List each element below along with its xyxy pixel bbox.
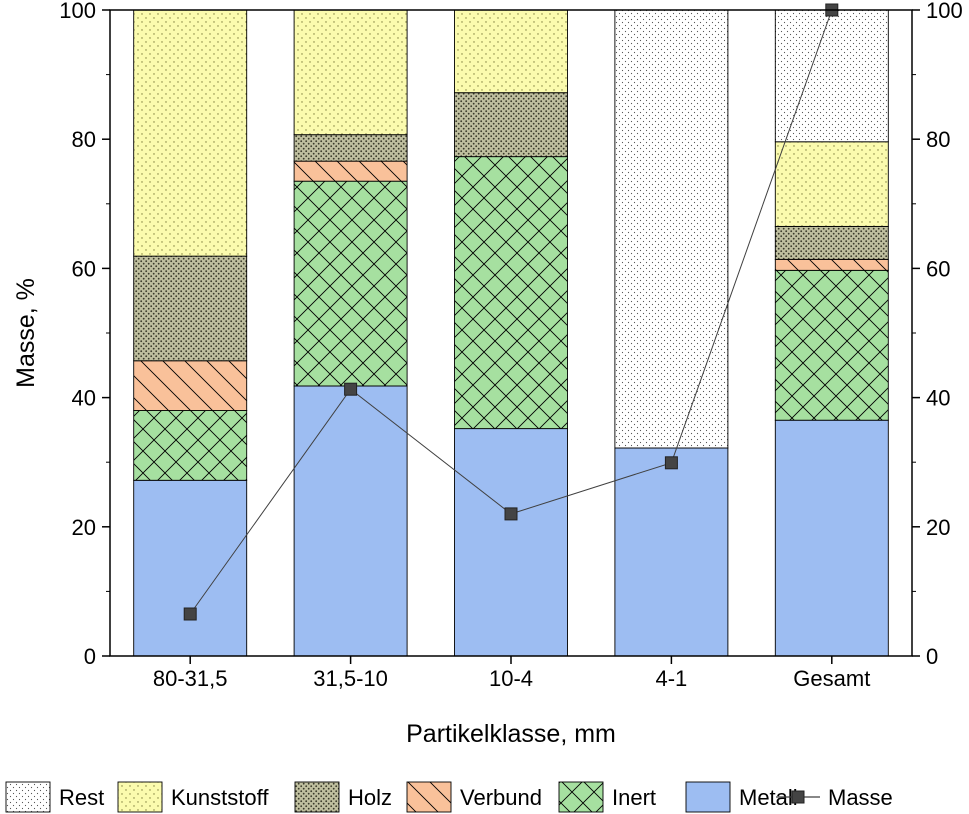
bar-segment-rest-5: [774, 9, 889, 143]
bar-segment-verbund-5: [774, 258, 889, 271]
x-tick-label-5: Gesamt: [793, 666, 870, 691]
bars-layer: [133, 9, 889, 657]
legend: Rest Kunststoff Holz Verbund Inert Metall Mass…: [5, 781, 893, 813]
bar-segment-inert-1: [133, 410, 248, 481]
legend-swatch-kunststoff: [117, 781, 163, 813]
bar-segment-kunststoff-2: [293, 9, 408, 136]
y-tick-label-left-20: 20: [72, 515, 96, 540]
legend-label-verbund: Verbund: [460, 785, 542, 810]
bar-segment-inert-2: [293, 180, 408, 387]
legend-label-kunststoff: Kunststoff: [171, 785, 269, 810]
y-tick-label-right-80: 80: [926, 127, 950, 152]
y-tick-label-left-40: 40: [72, 386, 96, 411]
legend-swatch-holz: [294, 781, 340, 813]
masse-point-1: [183, 607, 197, 621]
bar-segment-holz-1: [133, 255, 248, 362]
legend-label-rest: Rest: [59, 785, 104, 810]
y-tick-label-right-20: 20: [926, 515, 950, 540]
y-tick-label-left-60: 60: [72, 256, 96, 281]
bar-segment-metall-4: [614, 447, 729, 657]
bar-segment-kunststoff-5: [774, 141, 889, 227]
x-axis-title: Partikelklasse, mm: [406, 720, 616, 748]
bar-segment-inert-3: [454, 156, 568, 430]
masse-point-3: [504, 507, 518, 521]
bar-segment-inert-5: [774, 269, 889, 421]
bar-segment-rest-4: [614, 9, 729, 449]
y-tick-label-left-80: 80: [72, 127, 96, 152]
bar-segment-verbund-1: [133, 360, 248, 411]
x-tick-label-3: 10-4: [489, 666, 533, 691]
y-tick-label-right-60: 60: [926, 256, 950, 281]
legend-label-masse: Masse: [828, 785, 893, 810]
legend-label-inert: Inert: [612, 785, 656, 810]
masse-point-4: [664, 456, 678, 470]
bar-segment-kunststoff-1: [133, 9, 248, 257]
bar-segment-verbund-2: [293, 160, 408, 182]
masse-point-2: [344, 382, 358, 396]
x-tick-label-4: 4-1: [656, 666, 688, 691]
legend-swatch-masse-marker: [791, 790, 805, 804]
y-axis-title: Masse, %: [12, 278, 40, 388]
bar-segment-holz-5: [774, 225, 889, 260]
legend-swatch-inert: [558, 781, 604, 813]
bar-segment-kunststoff-3: [454, 9, 568, 94]
bar-segment-metall-1: [133, 479, 248, 657]
legend-swatch-rest: [5, 781, 51, 813]
bar-segment-metall-3: [454, 428, 568, 657]
x-tick-label-1: 80-31,5: [153, 666, 228, 691]
y-tick-label-right-100: 100: [926, 0, 963, 23]
y-tick-label-right-0: 0: [926, 644, 938, 669]
legend-label-holz: Holz: [348, 785, 392, 810]
y-tick-label-right-40: 40: [926, 386, 950, 411]
bar-segment-holz-3: [454, 92, 568, 158]
bar-segment-metall-2: [293, 385, 408, 657]
bar-segment-holz-2: [293, 134, 408, 162]
y-tick-label-left-100: 100: [59, 0, 96, 23]
axes-layer: 0 0 20 20 40 40 60 60 80 80 100 100 80-31,5 31,5-10 10…: [59, 0, 962, 691]
legend-swatch-metall: [685, 781, 731, 813]
y-tick-label-left-0: 0: [84, 644, 96, 669]
legend-swatch-verbund: [406, 781, 452, 813]
x-tick-label-2: 31,5-10: [313, 666, 388, 691]
bar-segment-metall-5: [774, 419, 889, 657]
